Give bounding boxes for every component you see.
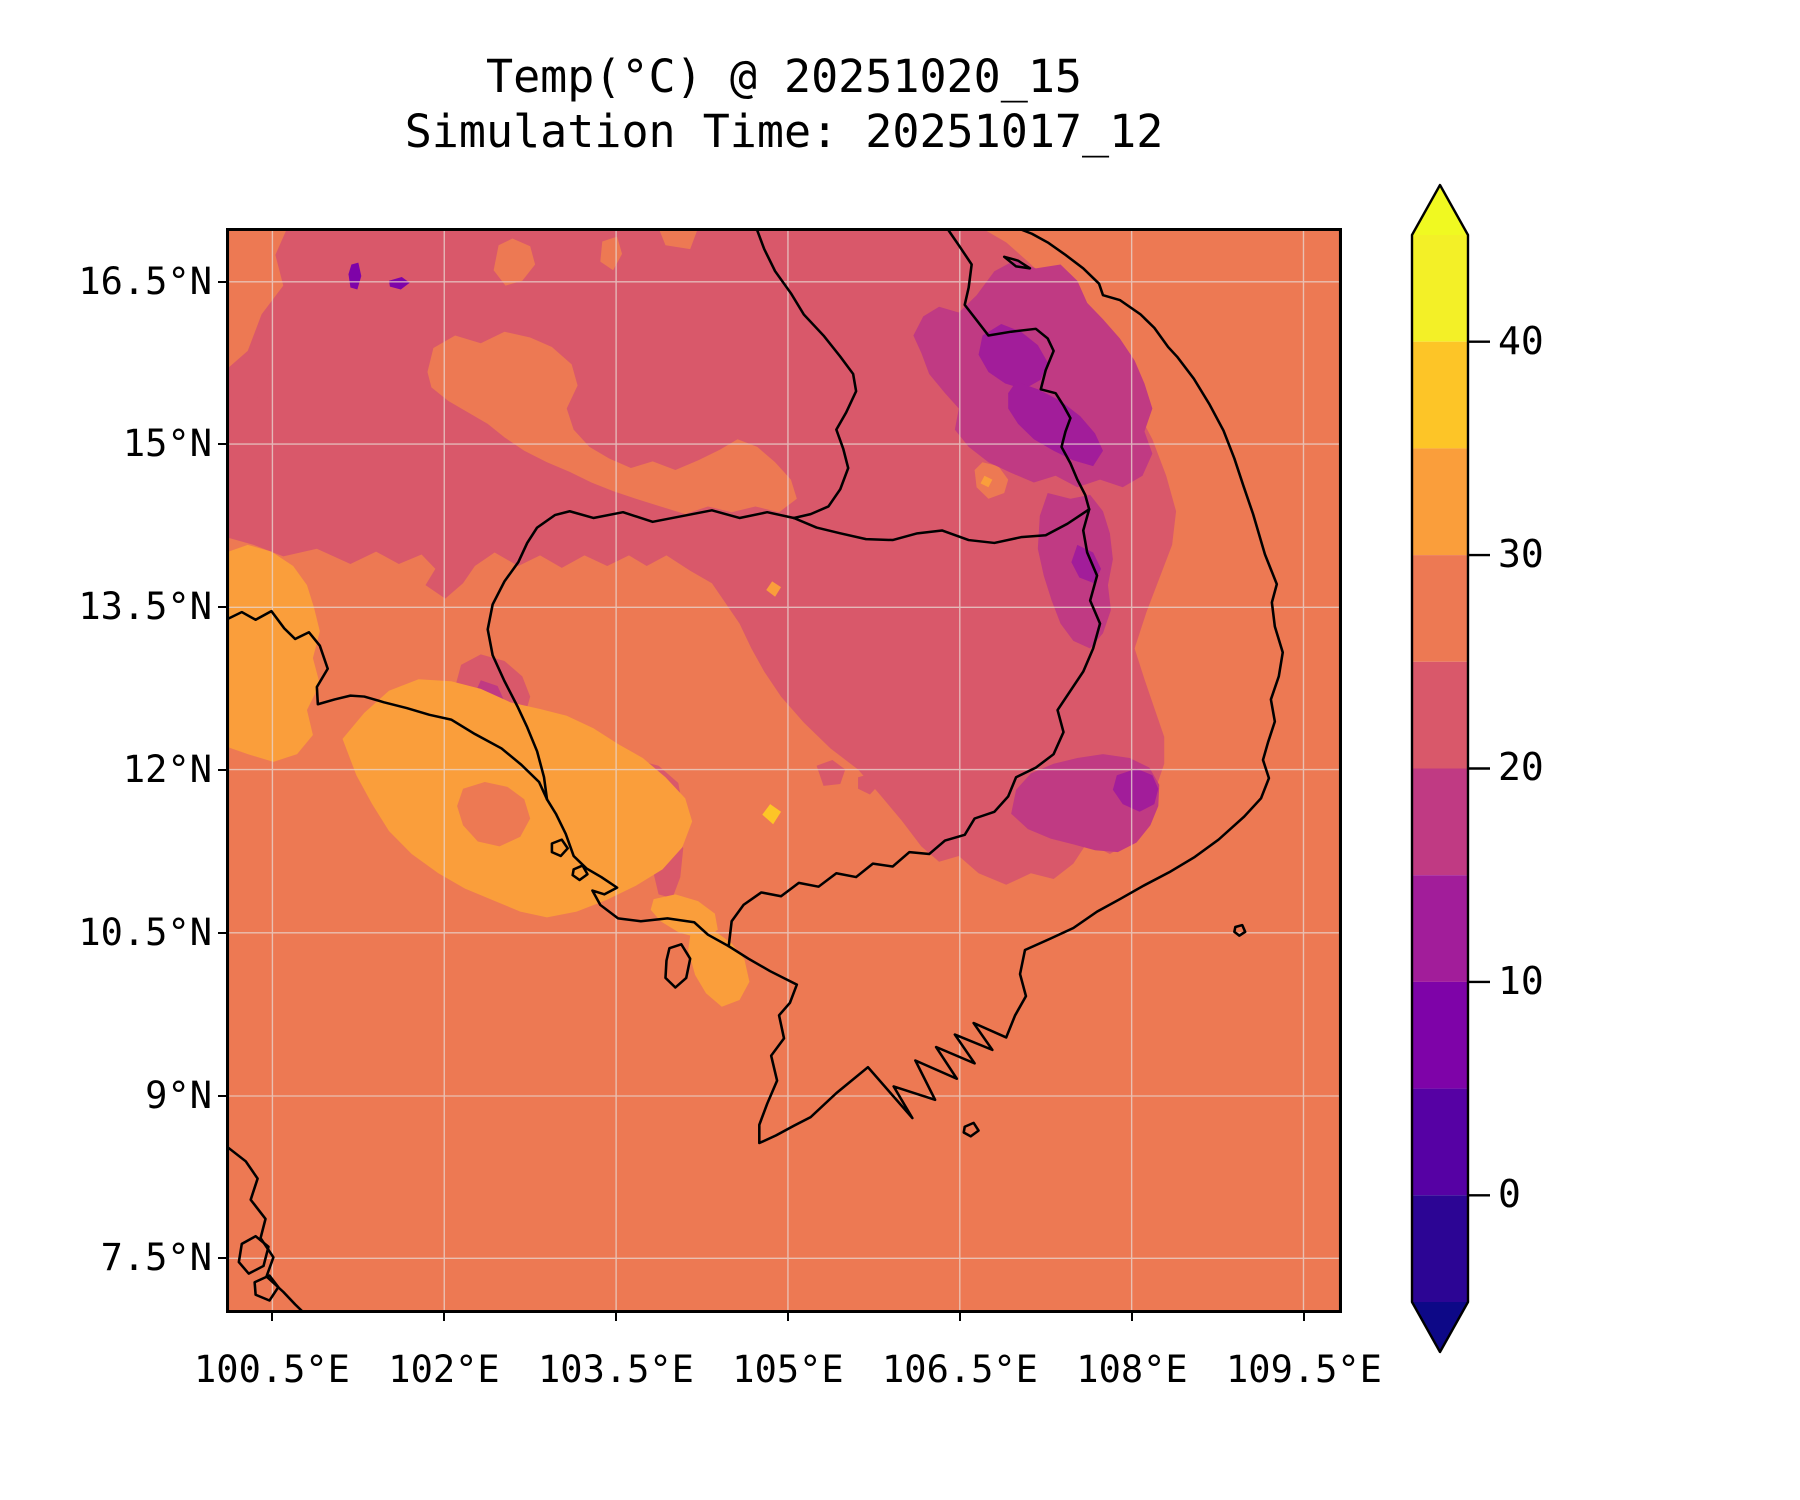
x-axis-tick [787,1313,789,1321]
y-tick-label: 15°N [122,422,212,465]
border-cambodia-vietnam [727,508,1102,948]
contour-region-20-25-blob [251,373,278,399]
contour-region-35-40-hotspot [762,804,782,825]
island-outline [237,1234,270,1275]
x-tick-label: 100.5°E [194,1348,350,1391]
colorbar-segment-35-40 [1412,341,1468,449]
contour-region-30-35-dot [766,581,782,597]
colorbar-segment-0-5 [1412,1088,1468,1196]
y-axis-tick [218,1095,226,1097]
island-outline [253,1274,280,1302]
page-subtitle: Simulation Time: 20251017_12 [404,104,1164,158]
coastline-layer [226,228,1285,1313]
colorbar-tick-label: 10 [1498,959,1544,1003]
x-axis-tick [443,1313,445,1321]
colorbar-tick-label: 20 [1498,745,1544,789]
contour-hole-25-30 [427,331,797,515]
border-thailand-laos-mekong [755,228,858,520]
colorbar-arrow-under [1412,1302,1468,1352]
colorbar-outline [1410,183,1470,1354]
x-axis-tick [959,1313,961,1321]
colorbar [1402,175,1512,1365]
contour-hole-25-30-in-orange [457,782,531,847]
y-tick-label: 9°N [145,1074,212,1117]
colorbar-segment-5-10 [1412,981,1468,1089]
contour-region-10-15-core [1008,381,1103,467]
contour-region-30-35-dot [980,475,993,488]
x-tick-label: 102°E [388,1348,500,1391]
border-layer [486,228,1102,948]
coastline-gulf-of-thailand [226,228,1285,1145]
contour-region-20-25-blob [858,773,879,795]
lagoon-hue [1002,255,1032,270]
x-axis-tick [1303,1313,1305,1321]
colorbar-tick-label: 0 [1498,1172,1521,1216]
y-axis-tick [218,606,226,608]
colorbar-canvas [1410,183,1490,1354]
title-block: Temp(°C) @ 20251020_15 Simulation Time: … [226,50,1342,160]
contour-region-5-10-dash [348,262,362,290]
map-canvas [226,228,1342,1313]
contour-region-10-15-core [978,324,1048,390]
y-tick-label: 16.5°N [78,260,212,303]
y-tick-label: 7.5°N [100,1236,212,1279]
contour-region-20-25-blob [816,759,846,786]
island-phu-quoc [664,943,692,989]
colorbar-arrow-over [1412,185,1468,235]
x-axis-tick [271,1313,273,1321]
colorbar-segment-20-25 [1412,661,1468,769]
border-laos-cambodia [792,508,1091,545]
colorbar-segments [1412,185,1468,1352]
colorbar-ticks [1468,340,1490,1197]
contour-fill-layers [226,228,1177,1007]
page-title: Temp(°C) @ 20251020_15 [485,50,1083,103]
y-axis-tick [218,1257,226,1259]
colorbar-segment-15-20 [1412,768,1468,876]
graticule-gridlines [226,228,1342,1313]
island-outline [550,838,569,858]
y-axis-tick [218,769,226,771]
x-tick-label: 105°E [732,1348,844,1391]
colorbar-segment-10-15 [1412,875,1468,982]
contour-region-10-15-core [1112,768,1159,812]
colorbar-segment-25-30 [1412,555,1468,662]
x-tick-label: 109.5°E [1226,1348,1382,1391]
coastline-thai-peninsula [226,1144,306,1313]
y-axis-tick [218,443,226,445]
y-tick-label: 13.5°N [78,585,212,628]
y-axis-tick [218,281,226,283]
x-tick-label: 108°E [1076,1348,1188,1391]
map-frame [226,228,1342,1313]
colorbar-segment-40-45 [1412,235,1468,342]
x-axis-tick [1131,1313,1133,1321]
colorbar-segment-30-35 [1412,448,1468,556]
island-phu-quy [1233,923,1247,937]
y-axis-tick [218,932,226,934]
border-laos-vietnam [945,228,1091,511]
x-tick-label: 103.5°E [538,1348,694,1391]
y-tick-label: 12°N [122,748,212,791]
border-thailand-cambodia [486,509,796,801]
contour-region-10-15-core [1071,544,1102,584]
map-plot-area [226,228,1342,1313]
colorbar-tick-label: 40 [1498,319,1544,363]
colorbar-segment-m5-0 [1412,1195,1468,1302]
contour-hole-25-30 [493,238,536,286]
island-con-son [962,1121,980,1138]
island-outline [571,864,589,882]
y-tick-label: 10.5°N [78,911,212,954]
x-tick-label: 106.5°E [882,1348,1038,1391]
x-axis-tick [615,1313,617,1321]
contour-region-20-25-blob [319,392,355,426]
contour-region-5-10-dash [388,276,410,290]
colorbar-tick-label: 30 [1498,532,1544,576]
